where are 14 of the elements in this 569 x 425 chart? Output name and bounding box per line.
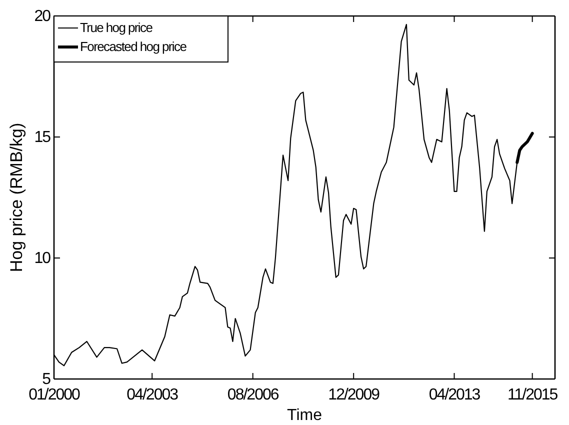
y-tick-label: 20: [34, 8, 52, 26]
y-tick-label: 5: [42, 371, 52, 388]
y-tick-label: 15: [34, 129, 52, 146]
x-axis-title: Time: [287, 407, 322, 424]
x-tick-label: 12/2009: [328, 386, 380, 404]
legend-label: Forecasted hog price: [80, 39, 187, 54]
legend-label: True hog price: [80, 20, 153, 35]
x-tick-label: 04/2013: [428, 386, 481, 404]
x-tick-label: 04/2003: [126, 386, 179, 404]
y-tick-label: 10: [34, 250, 52, 268]
y-axis-title: Hog price (RMB/kg): [7, 122, 26, 272]
x-tick-label: 08/2006: [227, 386, 280, 404]
x-tick-label: 11/2015: [508, 386, 558, 404]
x-tick-label: 01/2000: [28, 386, 81, 404]
